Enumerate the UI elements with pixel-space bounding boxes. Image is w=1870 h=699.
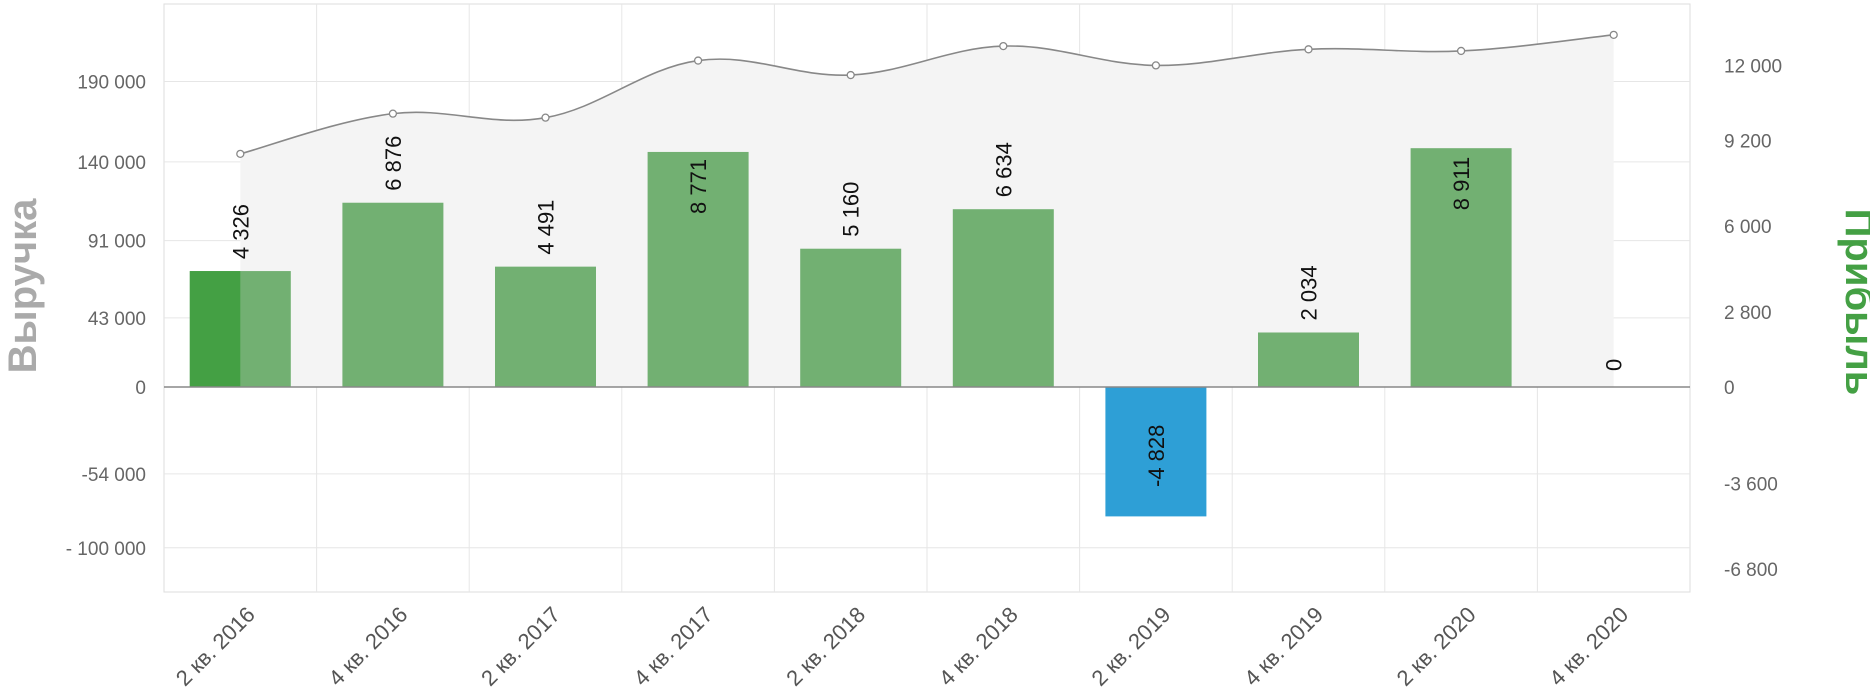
revenue-point <box>999 41 1008 51</box>
right-tick-label: -3 600 <box>1724 474 1778 495</box>
x-tick-label: 4 кв. 2019 <box>1239 602 1328 691</box>
revenue-area-layer <box>236 30 1618 388</box>
x-tick-label: 4 кв. 2017 <box>629 602 718 691</box>
data-label: 4 326 <box>228 204 253 259</box>
profit-bar <box>647 151 749 387</box>
right-tick-label: 12 000 <box>1724 56 1782 77</box>
right-tick-label: 6 000 <box>1724 217 1772 238</box>
left-tick-label: 0 <box>135 378 146 399</box>
revenue-line <box>240 34 1614 155</box>
x-tick-label: 2 кв. 2018 <box>781 602 870 691</box>
revenue-point <box>236 149 245 158</box>
left-axis-title: Выручка <box>1 198 45 373</box>
right-tick-label: -6 800 <box>1724 560 1778 581</box>
right-tick-label: 9 200 <box>1724 131 1772 152</box>
data-label: 4 491 <box>534 200 559 255</box>
revenue-area-fill <box>240 34 1614 388</box>
right-tick-label: 0 <box>1724 378 1735 399</box>
data-label: 6 876 <box>381 136 406 191</box>
left-tick-label: 190 000 <box>77 72 146 93</box>
x-tick-label: 2 кв. 2016 <box>171 602 260 691</box>
profit-bar-layer <box>189 148 1512 517</box>
data-label: 0 <box>1602 359 1627 371</box>
x-tick-label: 4 кв. 2020 <box>1544 602 1633 691</box>
profit-bar <box>495 266 596 387</box>
label-layer: 4 326 6 876 4 491 8 771 5 160 6 634 -4 828 2 03… <box>228 136 1626 487</box>
left-tick-label: 91 000 <box>88 232 146 253</box>
left-tick-label: 140 000 <box>77 153 146 174</box>
left-tick-label: - 100 000 <box>66 539 146 560</box>
x-tick-label: 4 кв. 2016 <box>323 602 412 691</box>
x-tick-label: 2 кв. 2020 <box>1392 602 1481 691</box>
profit-bar <box>952 209 1054 387</box>
left-tick-label: -54 000 <box>82 465 146 486</box>
x-tick-label: 4 кв. 2018 <box>934 602 1023 691</box>
data-label: 6 634 <box>991 142 1016 197</box>
right-tick-label: 2 800 <box>1724 303 1772 324</box>
revenue-point <box>388 109 398 118</box>
revenue-point <box>1304 45 1313 54</box>
profit-bar <box>1105 387 1207 517</box>
data-label: 2 034 <box>1297 265 1322 320</box>
profit-bar <box>1410 148 1512 387</box>
revenue-point <box>693 56 703 65</box>
x-tick-label: 2 кв. 2017 <box>476 602 565 691</box>
right-axis-title: Прибыль <box>1837 209 1870 396</box>
revenue-point <box>1456 46 1466 56</box>
left-tick-label: 43 000 <box>88 309 146 330</box>
profit-bar <box>342 202 444 387</box>
profit-bar-highlight <box>189 271 241 387</box>
data-label: 8 771 <box>686 159 711 214</box>
profit-bar <box>1258 332 1359 387</box>
profit-bar <box>800 248 902 387</box>
data-label: 8 911 <box>1449 157 1474 210</box>
revenue-point <box>846 70 855 80</box>
data-label: -4 828 <box>1144 425 1169 487</box>
revenue-point <box>1151 61 1161 70</box>
revenue-point <box>541 113 550 122</box>
data-label: 5 160 <box>839 182 864 237</box>
x-tick-label: 2 кв. 2019 <box>1086 602 1175 691</box>
revenue-point <box>1609 30 1618 39</box>
